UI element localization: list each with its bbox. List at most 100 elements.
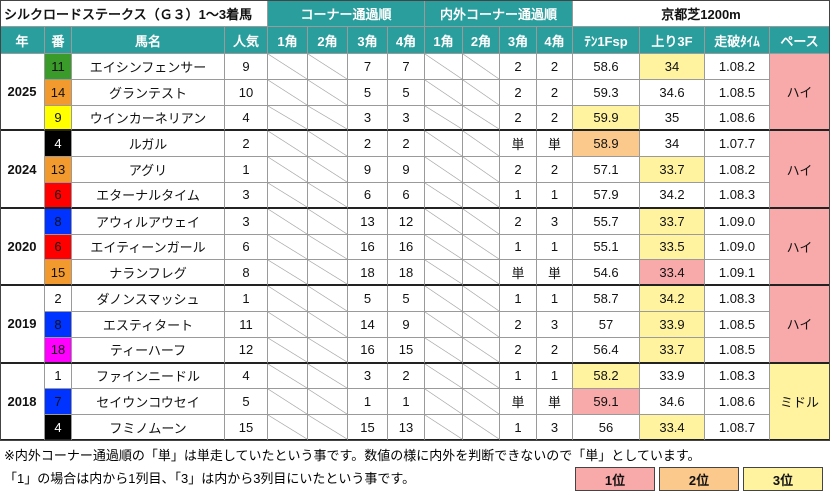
note: 「1」の場合は内から1列目、「3」は内から3列目にいたという事です。 [4, 471, 416, 486]
corner-4: 13 [388, 415, 425, 441]
column-header: 1角 [268, 27, 308, 54]
empty-cell [308, 389, 348, 416]
column-header: ペース [770, 27, 830, 54]
agari: 33.9 [640, 363, 705, 390]
popularity: 5 [225, 389, 268, 416]
ten: 59.1 [573, 389, 640, 416]
inout-4: 1 [537, 183, 573, 209]
legend-item: 3位 [743, 467, 823, 491]
column-header: 馬名 [72, 27, 225, 54]
empty-cell [268, 363, 308, 390]
empty-cell [268, 79, 308, 106]
empty-cell [463, 337, 500, 364]
popularity: 11 [225, 312, 268, 338]
column-header: 番 [45, 27, 72, 54]
ten: 54.6 [573, 260, 640, 287]
empty-cell [308, 54, 348, 80]
column-header: 2角 [463, 27, 500, 54]
name: ティーハーフ [72, 337, 225, 364]
note: ※内外コーナー通過順の「単」は単走していたという事です。数値の様に内外を判断でき… [4, 448, 701, 463]
popularity: 2 [225, 131, 268, 158]
empty-cell [268, 260, 308, 287]
corner-3: 3 [348, 363, 388, 390]
ten: 56 [573, 415, 640, 441]
empty-cell [425, 54, 463, 80]
empty-cell [425, 79, 463, 106]
column-header: 3角 [348, 27, 388, 54]
corner-3: 2 [348, 131, 388, 158]
time: 1.08.6 [705, 105, 770, 132]
name: エイシンフェンサー [72, 54, 225, 80]
pace: ハイ [770, 286, 830, 364]
popularity: 4 [225, 105, 268, 132]
number: 13 [45, 157, 72, 183]
empty-cell [268, 131, 308, 158]
corner-3: 13 [348, 208, 388, 235]
corner-3: 1 [348, 389, 388, 416]
empty-cell [425, 286, 463, 312]
corner-3: 16 [348, 337, 388, 364]
empty-cell [463, 208, 500, 235]
number: 8 [45, 312, 72, 338]
corner-3: 14 [348, 312, 388, 338]
name: ファインニードル [72, 363, 225, 390]
group-header: 京都芝1200m [573, 0, 830, 27]
inout-4: 2 [537, 54, 573, 80]
popularity: 3 [225, 183, 268, 209]
empty-cell [463, 157, 500, 183]
column-header: ﾃﾝ1Fsp [573, 27, 640, 54]
time: 1.08.5 [705, 337, 770, 364]
pace: ミドル [770, 363, 830, 441]
time: 1.08.2 [705, 157, 770, 183]
number: 18 [45, 337, 72, 364]
ten: 57 [573, 312, 640, 338]
agari: 34.6 [640, 389, 705, 416]
year: 2024 [0, 131, 45, 209]
time: 1.08.3 [705, 363, 770, 390]
corner-3: 6 [348, 183, 388, 209]
ten: 59.9 [573, 105, 640, 132]
empty-cell [308, 131, 348, 158]
inout-3: 単 [500, 389, 537, 416]
pace: ハイ [770, 131, 830, 209]
inout-4: 単 [537, 389, 573, 416]
popularity: 6 [225, 234, 268, 261]
empty-cell [425, 389, 463, 416]
empty-cell [308, 208, 348, 235]
popularity: 10 [225, 79, 268, 106]
corner-3: 18 [348, 260, 388, 287]
empty-cell [463, 105, 500, 132]
agari: 34 [640, 131, 705, 158]
corner-4: 6 [388, 183, 425, 209]
empty-cell [425, 312, 463, 338]
corner-3: 5 [348, 79, 388, 106]
year: 2025 [0, 54, 45, 132]
inout-3: 1 [500, 363, 537, 390]
popularity: 12 [225, 337, 268, 364]
empty-cell [268, 389, 308, 416]
empty-cell [425, 260, 463, 287]
empty-cell [268, 183, 308, 209]
inout-3: 2 [500, 79, 537, 106]
inout-3: 2 [500, 105, 537, 132]
column-header: 人気 [225, 27, 268, 54]
corner-3: 7 [348, 54, 388, 80]
inout-3: 単 [500, 131, 537, 158]
inout-3: 2 [500, 337, 537, 364]
column-header: 年 [0, 27, 45, 54]
number: 1 [45, 363, 72, 390]
time: 1.08.7 [705, 415, 770, 441]
empty-cell [308, 415, 348, 441]
ten: 55.7 [573, 208, 640, 235]
inout-3: 1 [500, 286, 537, 312]
number: 8 [45, 208, 72, 235]
corner-3: 15 [348, 415, 388, 441]
agari: 33.4 [640, 415, 705, 441]
empty-cell [463, 54, 500, 80]
column-header: 2角 [308, 27, 348, 54]
agari: 33.7 [640, 157, 705, 183]
corner-4: 18 [388, 260, 425, 287]
empty-cell [425, 208, 463, 235]
empty-cell [463, 415, 500, 441]
